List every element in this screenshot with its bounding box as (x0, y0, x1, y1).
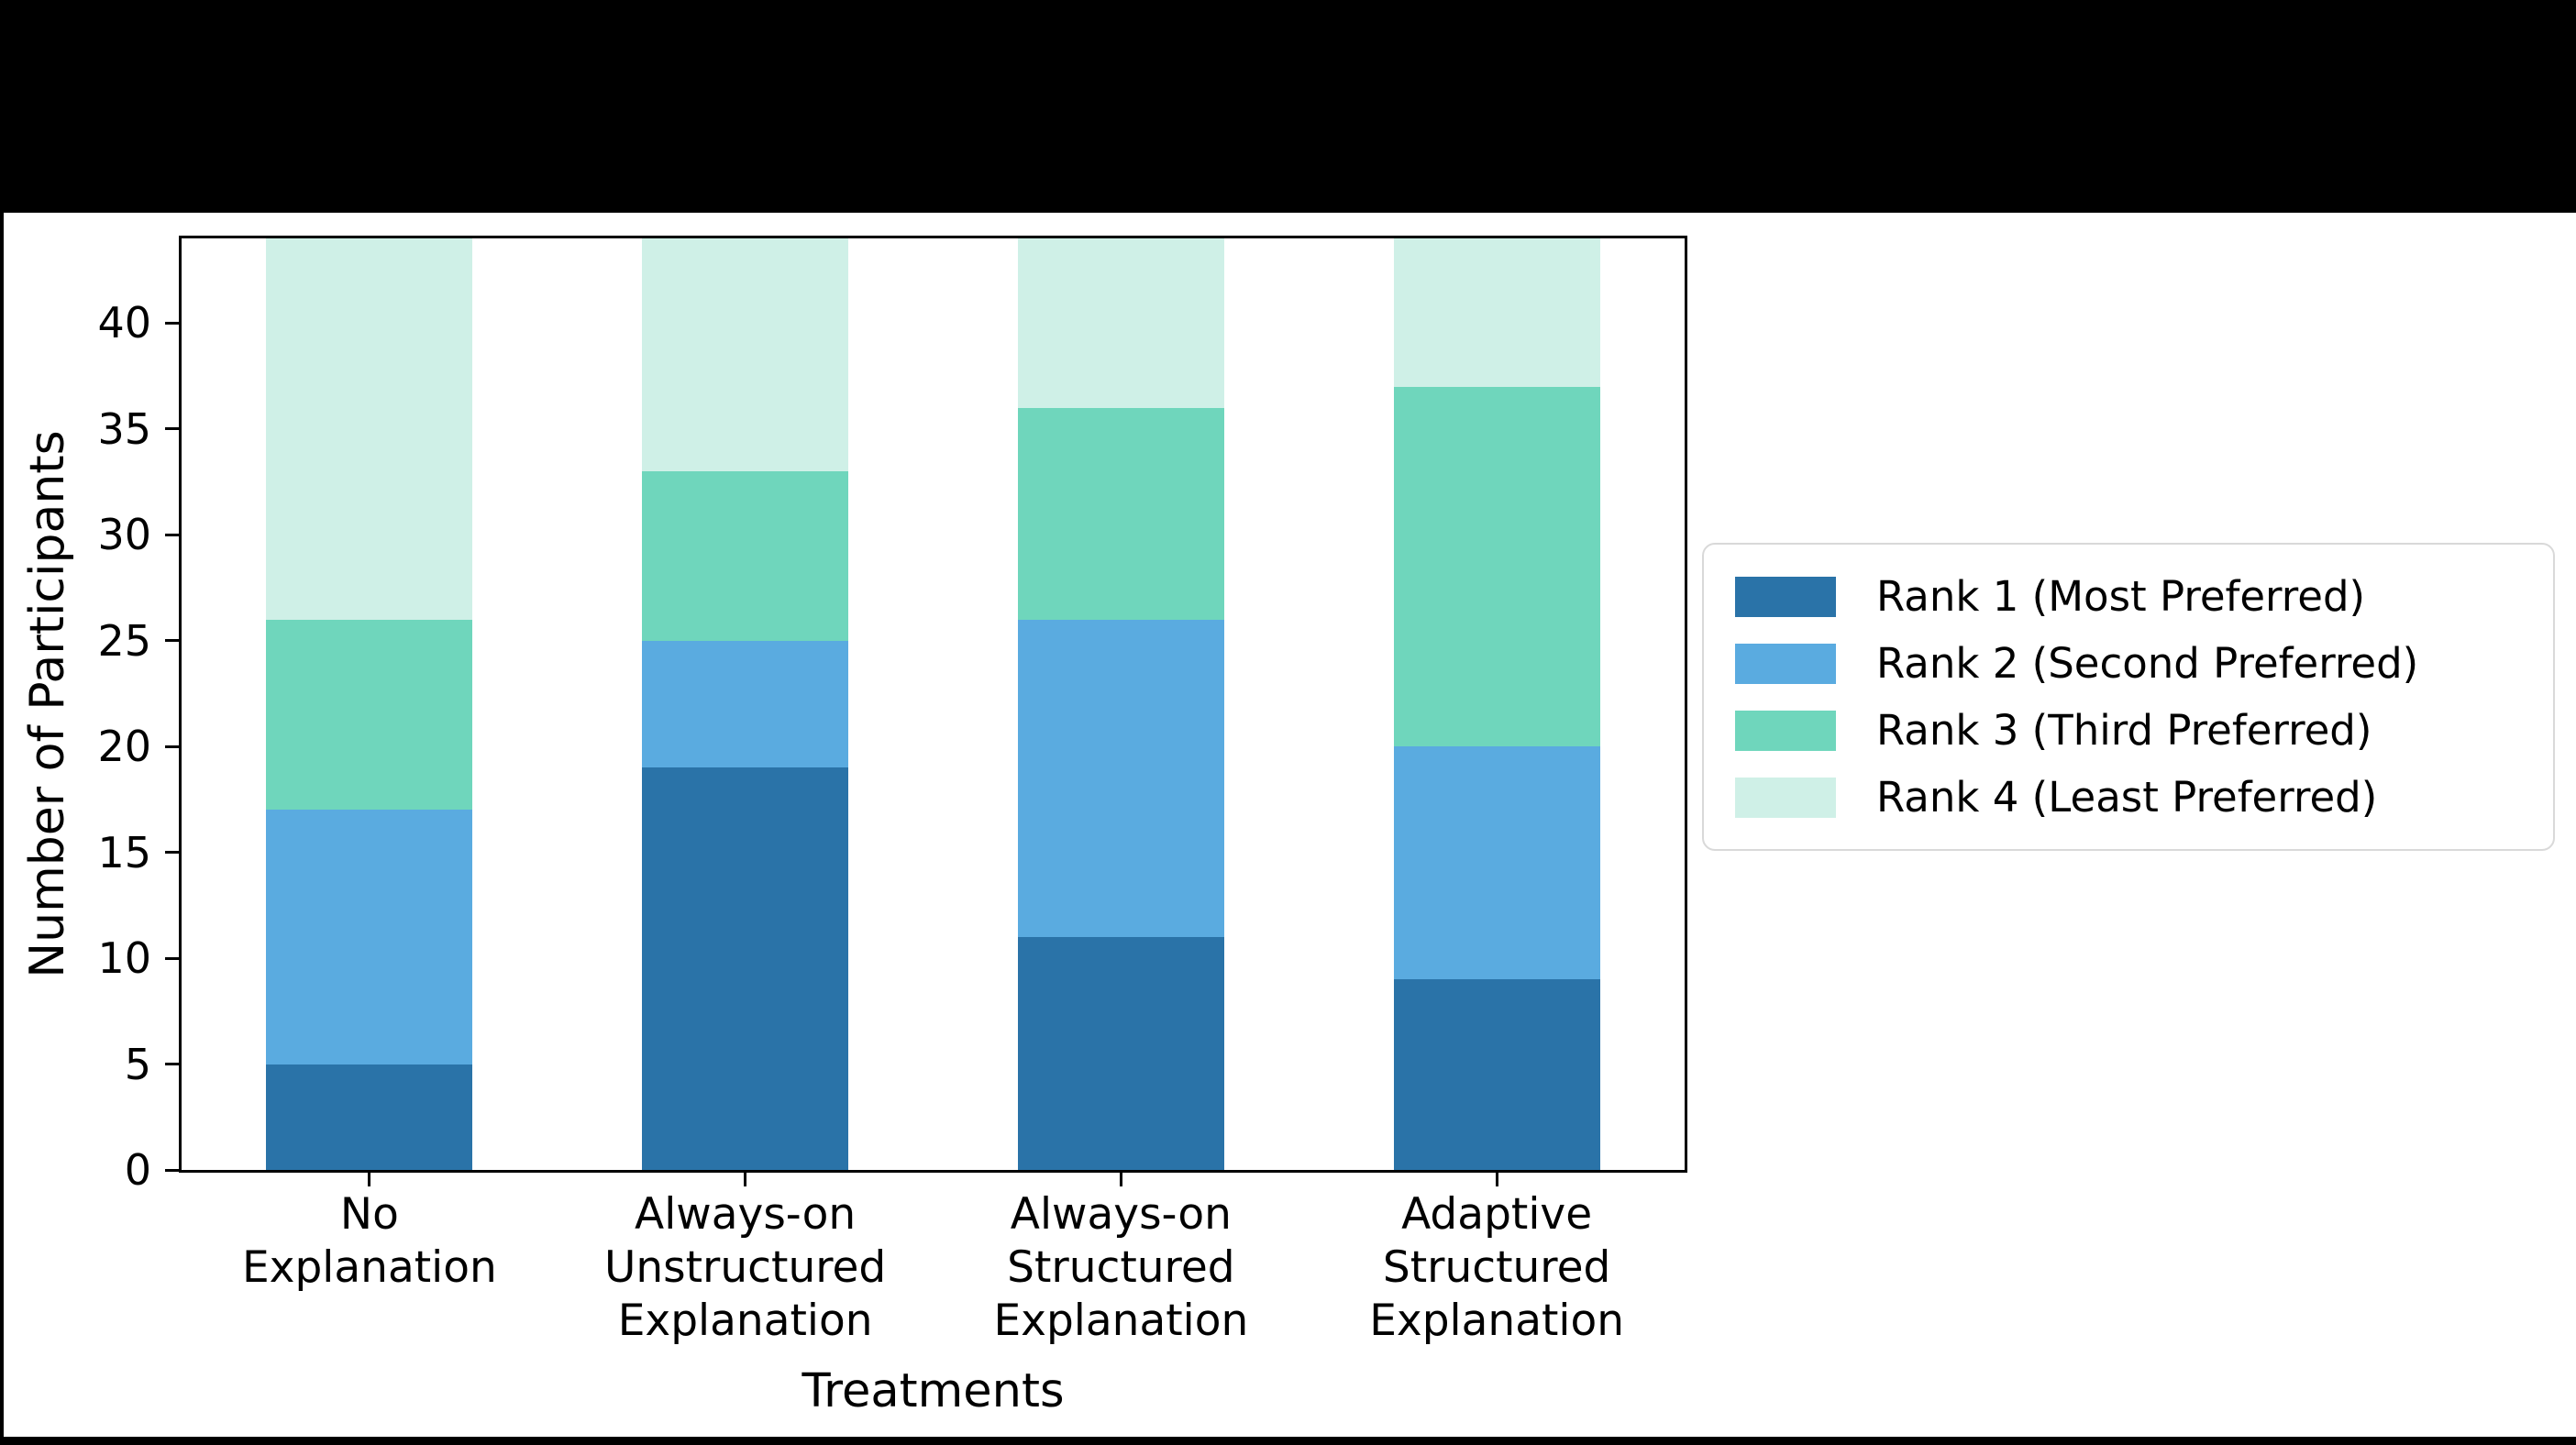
y-tick-label: 40 (97, 298, 151, 348)
legend-item: Rank 2 (Second Preferred) (1735, 639, 2522, 688)
bar-segment-rank2 (266, 810, 473, 1064)
bar-segment-rank4 (1393, 238, 1600, 387)
legend-swatch (1735, 710, 1836, 751)
legend-label: Rank 1 (Most Preferred) (1876, 572, 2366, 621)
legend-item: Rank 4 (Least Preferred) (1735, 773, 2522, 822)
legend-label: Rank 3 (Third Preferred) (1876, 706, 2372, 755)
x-tick-label: Always-on Structured Explanation (919, 1188, 1322, 1348)
x-tick-mark (744, 1173, 747, 1186)
x-tick-label-line: Adaptive (1401, 1189, 1593, 1240)
bar-segment-rank1 (642, 767, 849, 1170)
legend: Rank 1 (Most Preferred) Rank 2 (Second Pr… (1702, 543, 2555, 851)
bar-segment-rank3 (266, 619, 473, 811)
legend-swatch (1735, 777, 1836, 818)
y-tick-mark (165, 745, 179, 748)
bar-segment-rank3 (1393, 386, 1600, 747)
bar-segment-rank4 (642, 238, 849, 471)
top-letterbox-bar (0, 0, 2576, 213)
bar-segment-rank3 (642, 471, 849, 641)
y-tick-label: 5 (124, 1039, 151, 1089)
bottom-letterbox-bar (0, 1437, 2576, 1445)
bar-segment-rank2 (642, 640, 849, 768)
x-tick-label-line: No (339, 1189, 399, 1240)
x-tick-label-line: Structured (1007, 1242, 1235, 1293)
plot-area (179, 236, 1687, 1173)
x-tick-label-line: Explanation (993, 1296, 1249, 1346)
bar-segment-rank3 (1017, 407, 1224, 620)
y-tick-label: 30 (97, 510, 151, 560)
x-tick-mark (368, 1173, 371, 1186)
y-tick-label: 35 (97, 403, 151, 454)
x-tick-label: Always-on Unstructured Explanation (544, 1188, 947, 1348)
x-tick-label-line: Unstructured (603, 1242, 887, 1293)
x-tick-label: Adaptive Structured Explanation (1295, 1188, 1698, 1348)
bar-segment-rank1 (1393, 979, 1600, 1170)
legend-swatch (1735, 576, 1836, 617)
x-tick-mark (1119, 1173, 1122, 1186)
legend-item: Rank 1 (Most Preferred) (1735, 572, 2522, 621)
bar-segment-rank2 (1017, 619, 1224, 937)
y-tick-label: 10 (97, 933, 151, 984)
x-axis-title: Treatments (802, 1364, 1065, 1418)
y-tick-label: 25 (97, 615, 151, 666)
x-tick-label-line: Structured (1382, 1242, 1611, 1293)
y-tick-label: 0 (124, 1145, 151, 1195)
y-tick-mark (165, 956, 179, 960)
bar-segment-rank1 (266, 1064, 473, 1170)
y-tick-mark (165, 321, 179, 325)
y-tick-mark (165, 1168, 179, 1172)
legend-label: Rank 4 (Least Preferred) (1876, 773, 2378, 822)
bar-segment-rank4 (1017, 238, 1224, 408)
legend-item: Rank 3 (Third Preferred) (1735, 706, 2522, 755)
y-tick-mark (165, 639, 179, 643)
y-tick-mark (165, 533, 179, 536)
x-tick-label: No Explanation (168, 1188, 571, 1295)
x-tick-mark (1495, 1173, 1498, 1186)
y-tick-label: 20 (97, 722, 151, 772)
x-tick-label-line: Always-on (635, 1189, 857, 1240)
x-tick-label-line: Always-on (1010, 1189, 1232, 1240)
y-tick-mark (165, 1063, 179, 1066)
x-tick-label-line: Explanation (1369, 1296, 1625, 1346)
legend-label: Rank 2 (Second Preferred) (1876, 639, 2419, 688)
y-tick-mark (165, 427, 179, 431)
bar-segment-rank4 (266, 238, 473, 620)
bar-segment-rank1 (1017, 937, 1224, 1170)
x-tick-label-line: Explanation (241, 1242, 497, 1293)
bar-segment-rank2 (1393, 746, 1600, 980)
x-tick-label-line: Explanation (617, 1296, 873, 1346)
legend-swatch (1735, 643, 1836, 684)
y-tick-label: 15 (97, 827, 151, 877)
y-tick-mark (165, 851, 179, 855)
